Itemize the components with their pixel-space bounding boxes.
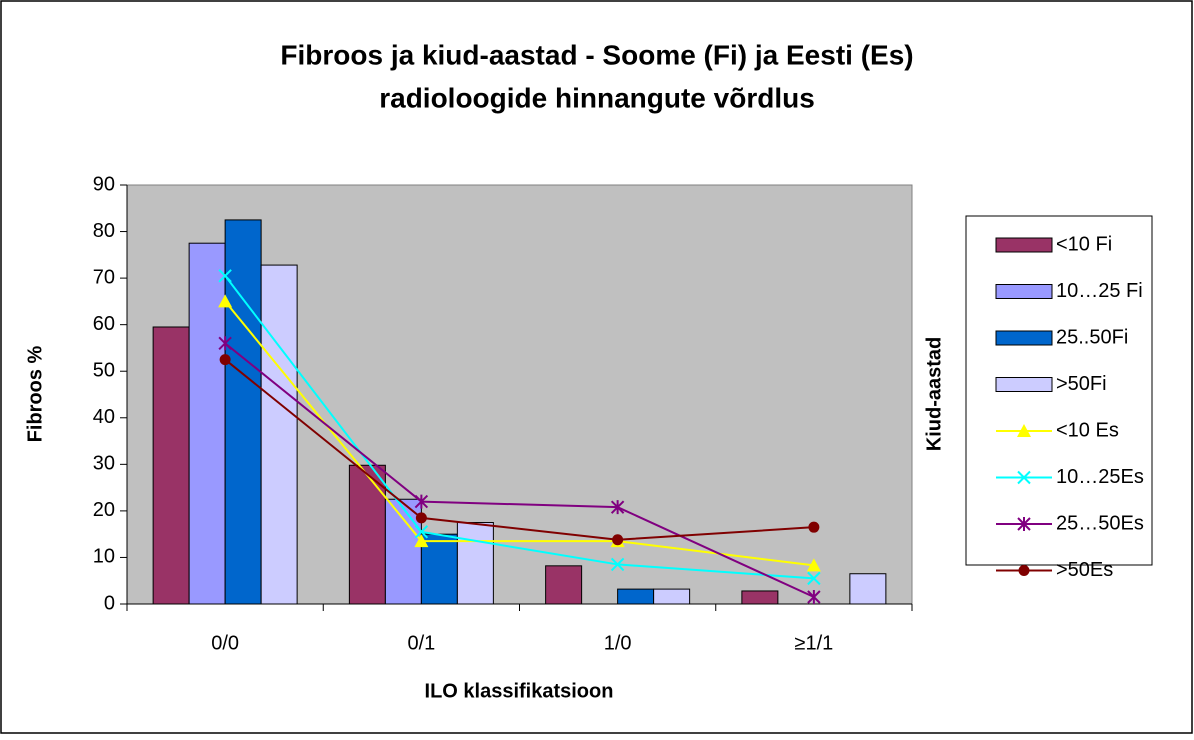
bar [456, 522, 494, 605]
marker [1017, 470, 1031, 485]
legend-label: >50Fi [1056, 373, 1107, 395]
y-tick-label: 20 [93, 499, 115, 521]
marker [1018, 565, 1030, 576]
chart-title: Fibroos ja kiud-aastad - Soome (Fi) ja E… [280, 39, 913, 70]
y-tick-label: 40 [93, 406, 115, 428]
marker [806, 558, 821, 572]
marker [1017, 424, 1031, 437]
y-tick-label: 60 [93, 313, 115, 335]
line [224, 358, 814, 541]
bar [545, 565, 583, 605]
bar [617, 588, 655, 605]
bar [653, 588, 691, 605]
marker [414, 494, 429, 509]
legend-label: >50Es [1056, 559, 1113, 581]
bar [849, 573, 887, 605]
x-tick-label: 1/0 [604, 632, 632, 654]
bar [348, 464, 386, 605]
legend-swatch [995, 330, 1053, 346]
legend-label: 10…25 Fi [1056, 280, 1143, 302]
bar [224, 219, 262, 605]
marker [414, 525, 429, 539]
y-tick-label: 90 [93, 173, 115, 195]
x-tick-label: 0/1 [407, 632, 435, 654]
legend-swatch [995, 237, 1053, 253]
marker [218, 269, 232, 283]
bar [152, 326, 190, 605]
legend-label: <10 Es [1056, 419, 1119, 441]
marker [1017, 517, 1031, 531]
x-axis-label: ILO klassifikatsioon [425, 680, 614, 702]
bar [188, 242, 226, 605]
marker [415, 512, 427, 524]
bar [741, 590, 779, 605]
marker [218, 336, 232, 351]
y-tick-label: 80 [93, 220, 115, 242]
marker [218, 294, 233, 308]
bar [260, 264, 298, 605]
legend-label: 10…25Es [1056, 466, 1144, 488]
marker [219, 354, 231, 366]
chart-title: radioloogide hinnangute võrdlus [379, 82, 815, 113]
marker [414, 534, 429, 548]
y-tick-label: 0 [104, 592, 115, 614]
y-tick-label: 70 [93, 266, 115, 288]
marker [610, 500, 625, 515]
x-tick-label: 0/0 [211, 632, 239, 654]
legend-label: 25…50Es [1056, 512, 1144, 534]
marker [807, 590, 821, 605]
legend-swatch [995, 284, 1053, 299]
y-axis-label: Fibroos % [24, 345, 46, 442]
legend-label: 25..50Fi [1056, 326, 1128, 348]
marker [610, 557, 625, 572]
y2-axis-label: Kiud-aastad [923, 337, 945, 451]
marker [807, 571, 821, 586]
marker [612, 534, 624, 546]
y-tick-label: 10 [93, 546, 115, 568]
y-tick-label: 30 [93, 453, 115, 475]
bar [384, 498, 422, 605]
line [224, 342, 815, 598]
legend-label: <10 Fi [1056, 233, 1112, 255]
line [224, 275, 814, 580]
legend-swatch [995, 377, 1053, 392]
y-tick-label: 50 [93, 360, 115, 382]
x-tick-label: ≥1/1 [794, 632, 833, 654]
marker [808, 521, 820, 533]
